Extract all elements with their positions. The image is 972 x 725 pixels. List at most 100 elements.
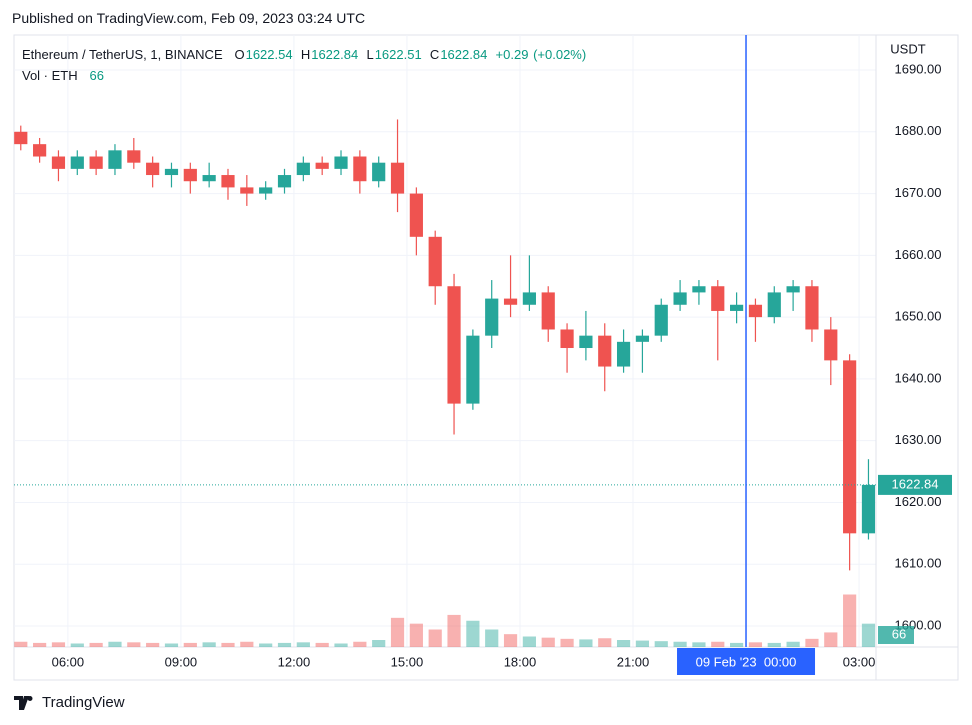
volume-bar [240,641,254,647]
y-tick-label: 1620.00 [895,494,942,509]
candle-body [635,335,650,342]
volume-bar [146,642,160,647]
last-volume-label: 66 [892,626,906,641]
candle-body [70,156,84,169]
y-tick-label: 1630.00 [895,432,942,447]
candle-body [730,304,744,311]
logo [14,695,33,710]
y-tick-label: 1650.00 [895,309,942,324]
y-tick-label: 1680.00 [895,123,942,138]
candle-body [164,168,179,176]
candle-body [447,286,461,404]
candle-body [334,156,348,169]
candle-body [14,131,28,145]
candle-body [146,162,160,176]
volume-bar [353,641,367,647]
candle-body [296,162,310,176]
volume-bar [598,638,612,647]
volume-bar [33,642,47,647]
x-tick-label: 18:00 [504,654,537,669]
volume: 66 [89,68,104,83]
candle-body [843,360,857,534]
y-tick-label: 1690.00 [895,61,942,76]
last-volume-box [878,626,914,644]
h-label: H [300,47,311,62]
candle-body [861,484,876,534]
candle-body [51,156,66,169]
legend-row: Vol · ETH 66 [22,65,587,86]
published-note: Published on TradingView.com, Feb 09, 20… [12,10,366,26]
last-price-box [878,474,952,495]
volume-bar [730,642,744,647]
candle-body [202,175,216,182]
volume-bar [14,641,28,647]
volume-bar [277,642,292,647]
volume-bar [861,623,876,647]
volume-bar [164,643,179,647]
volume-bar [843,594,857,647]
volume-bar [221,642,235,647]
candle-body [127,150,141,163]
volume-bar [635,640,650,647]
candle-body [466,335,480,404]
candle-body [315,162,329,169]
candle-body [372,162,386,182]
candle-body [33,144,47,157]
y-tick-label: 1610.00 [895,556,942,571]
y-tick-label: 1640.00 [895,370,942,385]
volume-bar [692,642,706,647]
candle-body [503,298,518,305]
currency: USDT [890,41,925,56]
candle-body [786,286,800,293]
volume-bar [767,642,781,647]
volume-bar [108,641,122,647]
brand: TradingView [42,694,125,711]
candle-body [616,341,631,367]
volume-bar [70,643,84,647]
candle-body [560,329,574,349]
change-pct: (+0.02%) [533,47,587,62]
candle-body [654,304,668,336]
close: 1622.84 [440,47,488,62]
volume-bar [259,643,273,647]
volume-bar [786,641,800,647]
last-price-label: 1622.84 [892,476,939,491]
x-tick-label: 15:00 [391,654,424,669]
volume-bar [560,638,574,647]
c-label: C [429,47,440,62]
candle-body [108,150,122,169]
legend-row: Ethereum / TetherUS, 1, BINANCE O1622.54… [22,44,587,65]
symbol: Ethereum / TetherUS, 1, BINANCE [22,47,223,62]
volume-bar [616,640,631,647]
chart-frame [13,34,959,681]
crosshair-box [677,648,816,675]
candle-body [824,329,838,361]
volume-bar [372,640,386,647]
volume-label: Vol · ETH [22,68,78,83]
legend: Ethereum / TetherUS, 1, BINANCE O1622.54… [22,44,587,86]
candle-body [805,286,819,330]
candle-body [579,335,593,349]
o-label: O [234,47,245,62]
candle-body [541,292,555,330]
volume-bar [466,620,480,647]
volume-bar [89,642,103,647]
volume-bar [296,642,310,647]
y-tick-label: 1670.00 [895,185,942,200]
candle-body [748,304,763,318]
volume-bar [579,639,593,647]
candle-body [390,162,405,194]
candle-body [277,175,292,188]
x-tick-label: 06:00 [52,654,85,669]
volume-bar [202,642,216,647]
candle-body [767,292,781,318]
volume-bar [503,634,518,647]
candle-body [353,156,367,182]
candle-body [409,193,423,237]
volume-bar [522,636,536,647]
footer: TradingView [14,694,125,711]
candle-body [711,286,725,311]
y-tick-label: 1660.00 [895,247,942,262]
change: +0.29 [495,47,529,62]
